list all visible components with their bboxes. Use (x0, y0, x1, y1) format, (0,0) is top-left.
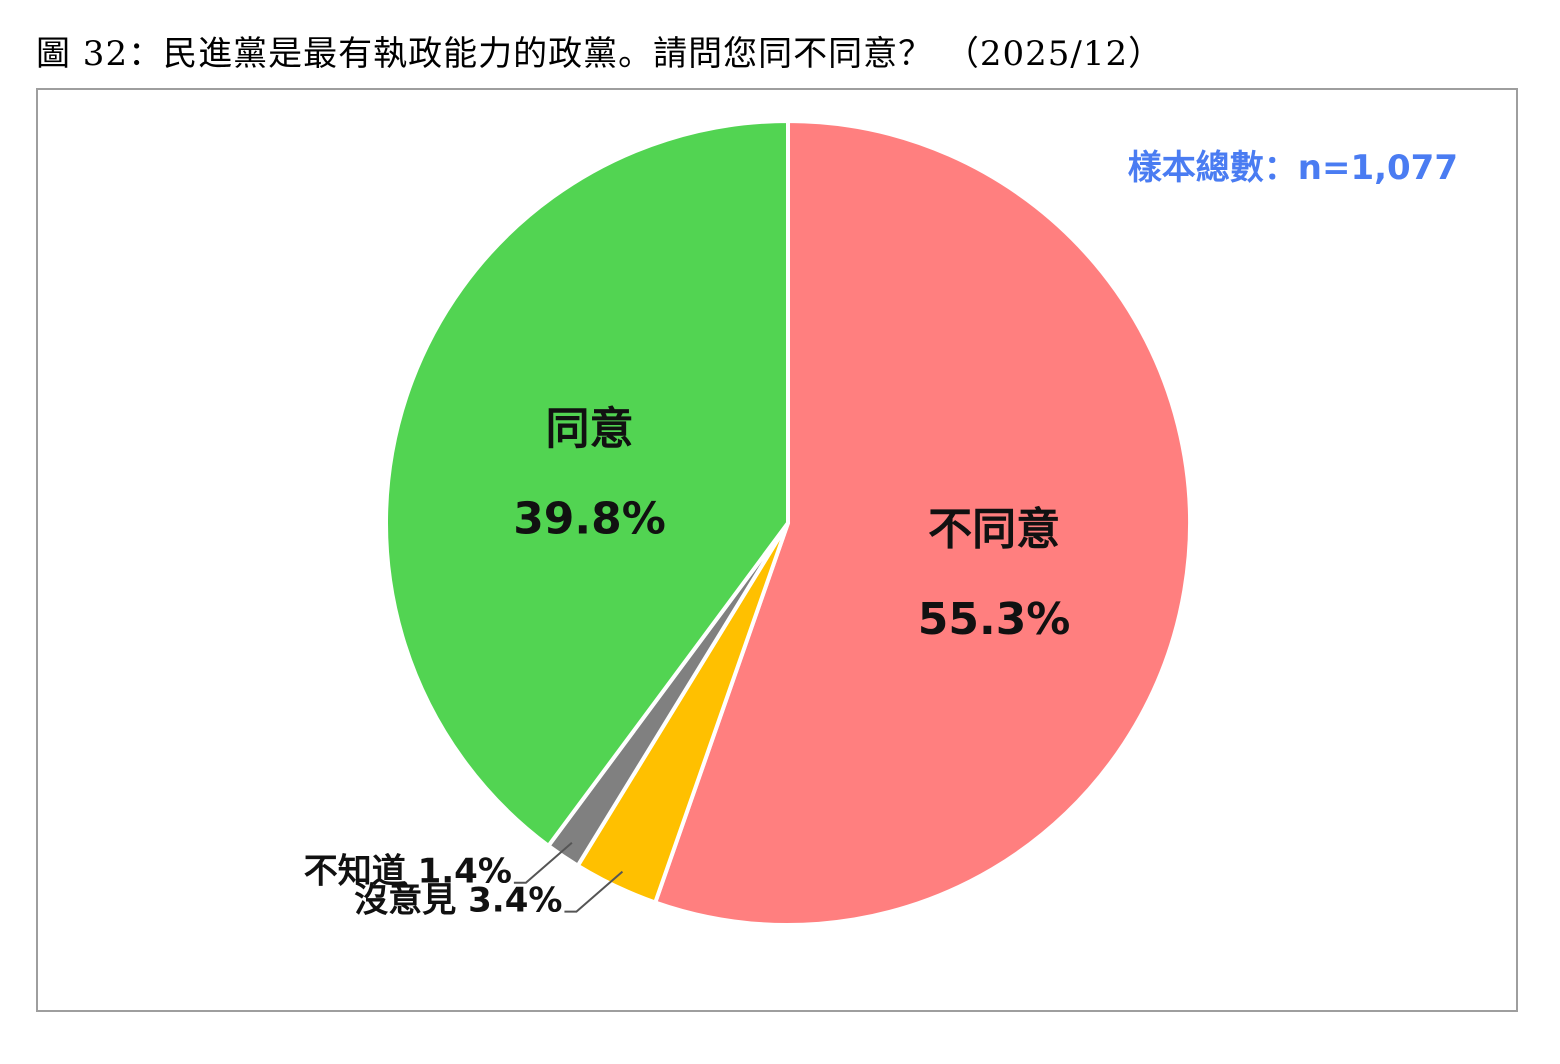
slice-value-label-3: 39.8% (513, 493, 666, 544)
pie-chart: 不同意 55.3% 沒意見 3.4%不知道 1.4% 同意 39.8% (304, 119, 1192, 927)
slice-category-label-0: 不同意 (928, 504, 1060, 555)
leader-line-1 (564, 870, 624, 913)
slice-leader-label-2: 不知道 1.4% (304, 852, 512, 892)
figure-title: 圖 32：民進黨是最有執政能力的政黨。請問您同不同意？ （2025/12） (36, 34, 1164, 74)
leader-line-2 (513, 841, 573, 884)
chart-frame: 不同意 55.3% 沒意見 3.4% 不知道 1.4% 同意 39.8% 樣本總數：n=1… (36, 88, 1518, 1012)
slice-category-label-3: 同意 (546, 403, 634, 454)
slice-leader-label-1: 沒意見 3.4% (354, 881, 562, 921)
slice-value-label-0: 55.3% (918, 594, 1071, 645)
sample-size-label: 樣本總數：n=1,077 (1127, 148, 1458, 188)
pie-slice-3 (384, 119, 790, 848)
